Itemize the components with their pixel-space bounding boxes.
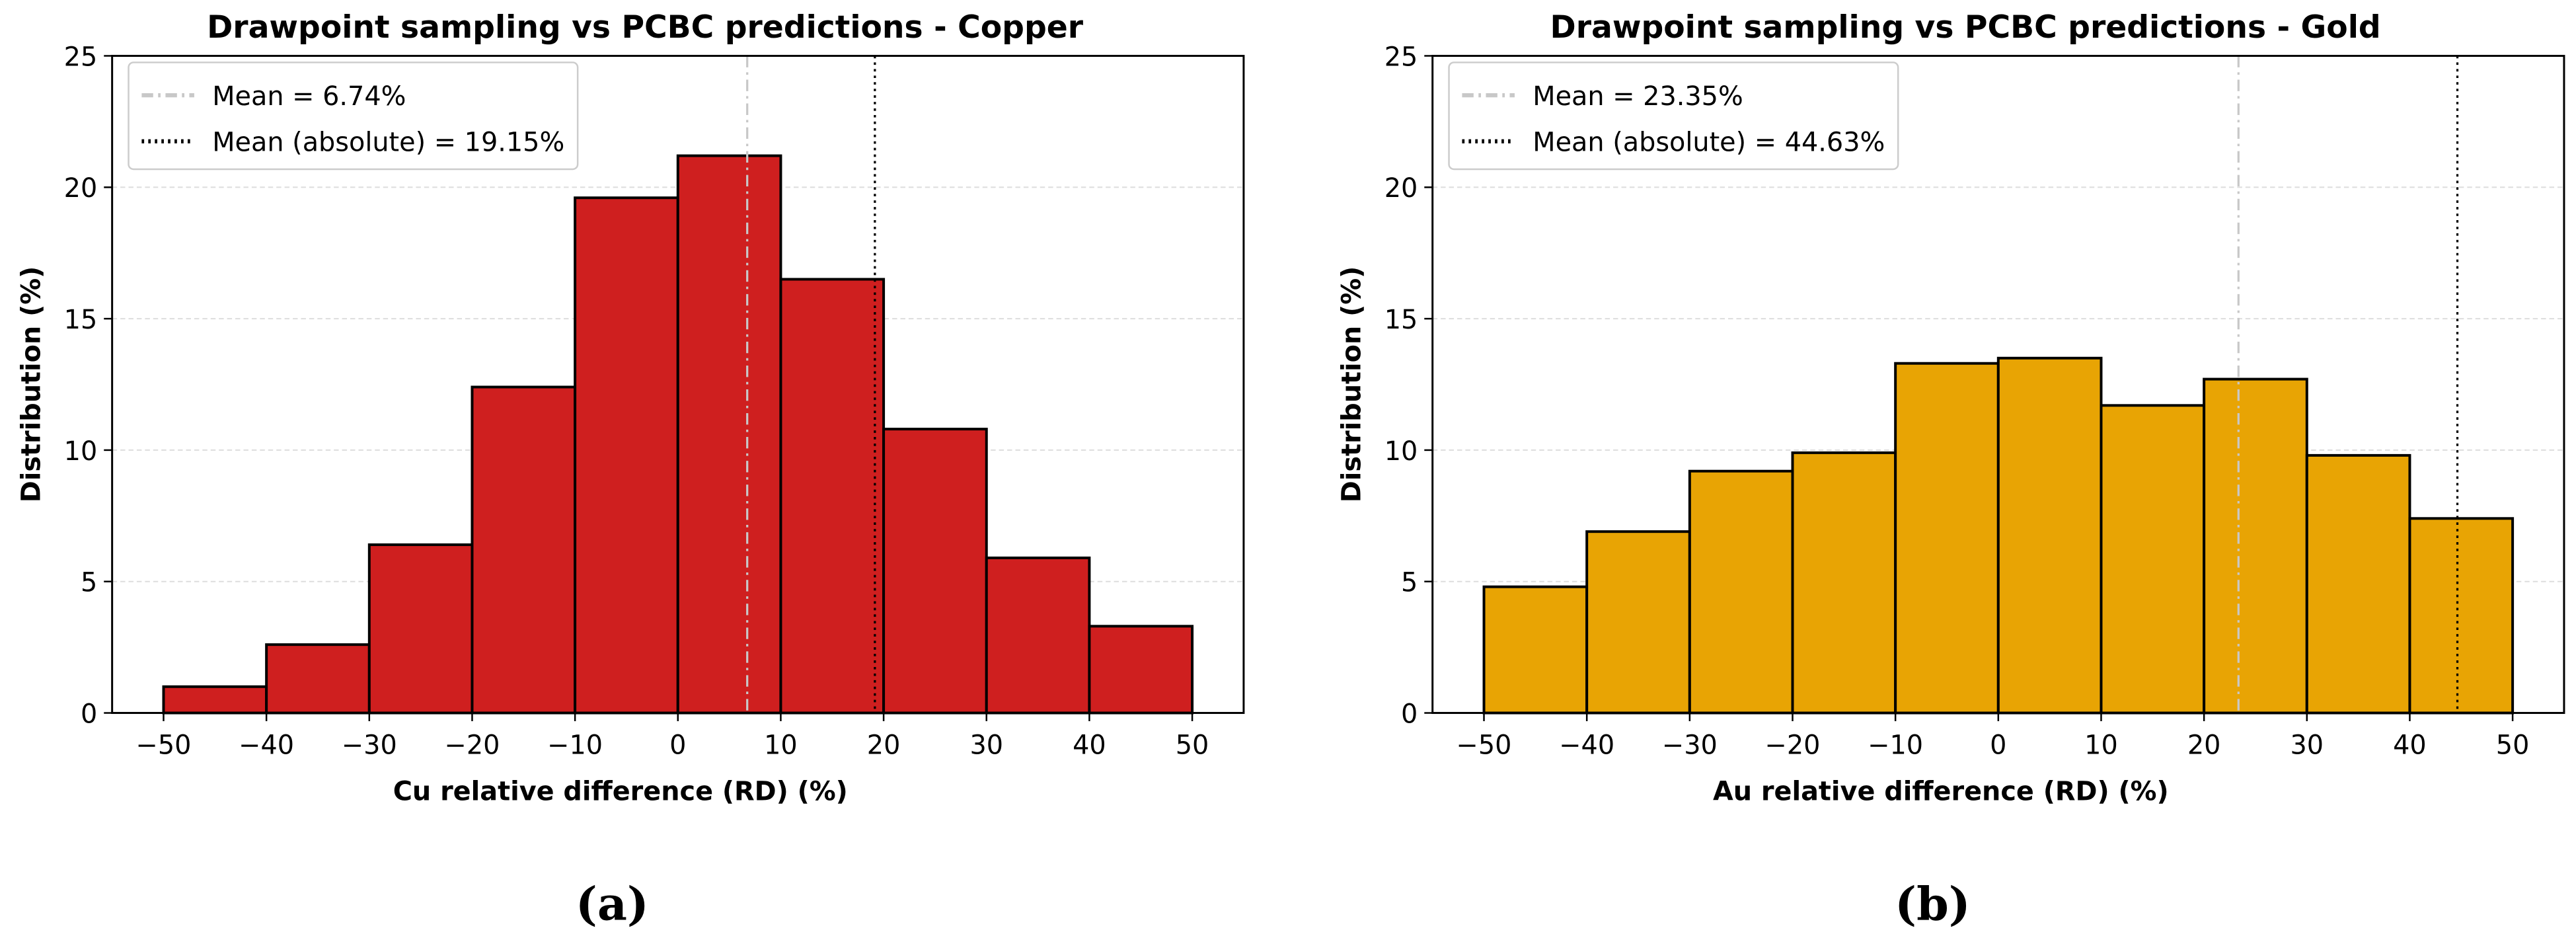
y-tick-label: 10 [64, 436, 98, 467]
x-tick-label: −50 [136, 730, 192, 761]
histogram-bar [2100, 404, 2206, 715]
histogram-bar [574, 196, 679, 715]
x-tick-label: 30 [2290, 730, 2324, 761]
y-axis-label: Distribution (%) [1336, 266, 1367, 502]
histogram-bar [162, 685, 268, 715]
x-tick-label: 50 [1176, 730, 1209, 761]
x-tick-label: 10 [764, 730, 798, 761]
legend-box [128, 61, 579, 171]
y-tick-label: 0 [1401, 699, 1418, 729]
y-tick-label: 0 [81, 699, 97, 729]
x-tick-label: −30 [342, 730, 397, 761]
y-tick-label: 25 [1384, 42, 1418, 72]
legend-label: Mean (absolute) = 44.63% [1533, 128, 1885, 158]
legend-label: Mean = 6.74% [212, 81, 406, 112]
histogram-bar [985, 556, 1091, 715]
y-tick-label: 25 [64, 42, 98, 72]
histogram-bar [265, 643, 371, 715]
x-tick-label: −20 [445, 730, 500, 761]
histogram-bar [1585, 530, 1691, 715]
x-tick-label: 20 [2187, 730, 2221, 761]
x-tick-label: 50 [2496, 730, 2530, 761]
y-tick-label: 15 [64, 305, 98, 335]
panel-label: (b) [1895, 878, 1971, 931]
legend: Mean = 23.35% Mean (absolute) = 44.63% [1448, 61, 1899, 171]
x-tick-label: 40 [2393, 730, 2427, 761]
legend-label: Mean = 23.35% [1533, 81, 1743, 112]
x-tick-label: 40 [1073, 730, 1106, 761]
x-tick-label: −10 [547, 730, 603, 761]
chart-title: Drawpoint sampling vs PCBC predictions -… [1550, 9, 2381, 46]
histogram-bar [1791, 451, 1897, 715]
x-tick-label: −50 [1457, 730, 1512, 761]
x-tick-label: −10 [1868, 730, 1923, 761]
chart-panel: Drawpoint sampling vs PCBC predictions -… [16, 9, 1245, 931]
x-tick-label: −40 [1559, 730, 1614, 761]
y-tick-label: 20 [64, 173, 98, 204]
legend-label: Mean (absolute) = 19.15% [212, 128, 564, 158]
chart-title: Drawpoint sampling vs PCBC predictions -… [207, 9, 1084, 46]
legend-box [1448, 61, 1899, 171]
histogram-bar [1088, 625, 1194, 715]
x-tick-label: 0 [669, 730, 686, 761]
x-tick-label: −20 [1765, 730, 1821, 761]
y-tick-label: 5 [1401, 568, 1418, 598]
y-axis-label: Distribution (%) [16, 266, 46, 502]
legend: Mean = 6.74% Mean (absolute) = 19.15% [128, 61, 579, 171]
histogram-bar [2203, 377, 2308, 715]
histogram-bar [367, 543, 474, 715]
histogram-bar [1688, 469, 1794, 715]
histogram-bar [779, 278, 886, 715]
x-tick-label: 0 [1990, 730, 2006, 761]
x-tick-label: 20 [867, 730, 901, 761]
histogram-bar [1894, 362, 2000, 715]
histogram-bar [1996, 356, 2103, 715]
y-tick-label: 20 [1384, 173, 1418, 204]
chart-panel: Drawpoint sampling vs PCBC predictions -… [1336, 9, 2565, 931]
x-tick-label: −30 [1662, 730, 1718, 761]
histogram-bar [1482, 585, 1589, 715]
histogram-bar [2305, 453, 2411, 715]
histogram-bar [2408, 517, 2515, 715]
x-tick-label: −40 [239, 730, 294, 761]
histogram-bar [471, 385, 577, 715]
x-axis-label: Cu relative difference (RD) (%) [393, 776, 848, 806]
histogram-bar [882, 428, 988, 715]
y-tick-label: 10 [1384, 436, 1418, 467]
x-tick-label: 10 [2084, 730, 2118, 761]
panel-label: (a) [576, 878, 649, 931]
y-tick-label: 5 [81, 568, 97, 598]
y-tick-label: 15 [1384, 305, 1418, 335]
histogram-bar [676, 154, 782, 715]
x-tick-label: 30 [969, 730, 1003, 761]
x-axis-label: Au relative difference (RD) (%) [1713, 776, 2169, 806]
